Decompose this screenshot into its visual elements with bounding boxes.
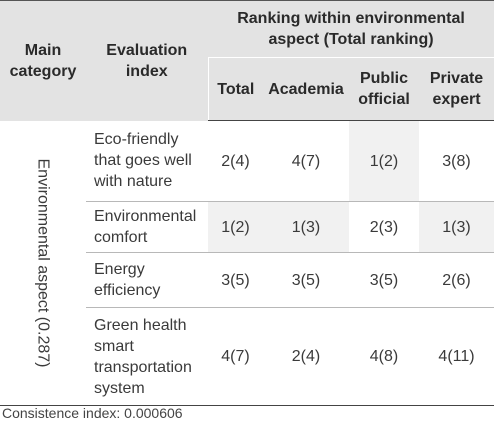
rank-cell: 1(3) (263, 201, 349, 253)
header-academia: Academia (263, 57, 349, 121)
rank-cell: 2(6) (419, 252, 495, 308)
index-label: Environmental comfort (86, 201, 208, 253)
index-label: Energy efficiency (86, 252, 208, 308)
category-cell: Environmental aspect (0.287) (0, 120, 86, 406)
rank-cell: 4(7) (208, 307, 263, 406)
table-row: Green health smart transportation system… (0, 307, 495, 406)
rank-cell: 2(3) (349, 201, 419, 253)
table-row: Environmental aspect (0.287) Eco-friendl… (0, 120, 495, 406)
rank-cell: 3(5) (263, 252, 349, 308)
header-private-expert: Private expert (419, 57, 495, 121)
rank-cell: 4(8) (349, 307, 419, 406)
header-main-category: Main category (0, 0, 86, 121)
header-evaluation-index: Evaluation index (86, 0, 208, 121)
rank-cell: 1(3) (419, 201, 495, 253)
rank-cell: 3(5) (349, 252, 419, 308)
header-public-official: Public official (349, 57, 419, 121)
category-label: Environmental aspect (0.287) (34, 158, 52, 368)
rank-cell: 2(4) (263, 307, 349, 406)
consistence-index-note: Consistence index: 0.000606 (2, 405, 183, 421)
rank-cell: 2(4) (208, 120, 263, 202)
table-row: Energy efficiency 3(5) 3(5) 3(5) 2(6) (0, 252, 495, 308)
rank-cell: 3(5) (208, 252, 263, 308)
header-total: Total (207, 57, 263, 121)
index-label: Green health smart transportation system (86, 307, 208, 406)
rank-cell: 1(2) (208, 201, 263, 253)
header-ranking-group: Ranking within environmental aspect (Tot… (208, 0, 495, 58)
rank-cell: 1(2) (349, 120, 419, 202)
table-row: Environmental comfort 1(2) 1(3) 2(3) 1(3… (0, 201, 495, 253)
rank-cell: 4(11) (419, 307, 495, 406)
rank-cell: 4(7) (263, 120, 349, 202)
ranking-table: Main category Evaluation index Ranking w… (0, 0, 495, 406)
index-label: Eco-friendly that goes well with nature (86, 120, 208, 202)
rank-cell: 3(8) (419, 120, 495, 202)
